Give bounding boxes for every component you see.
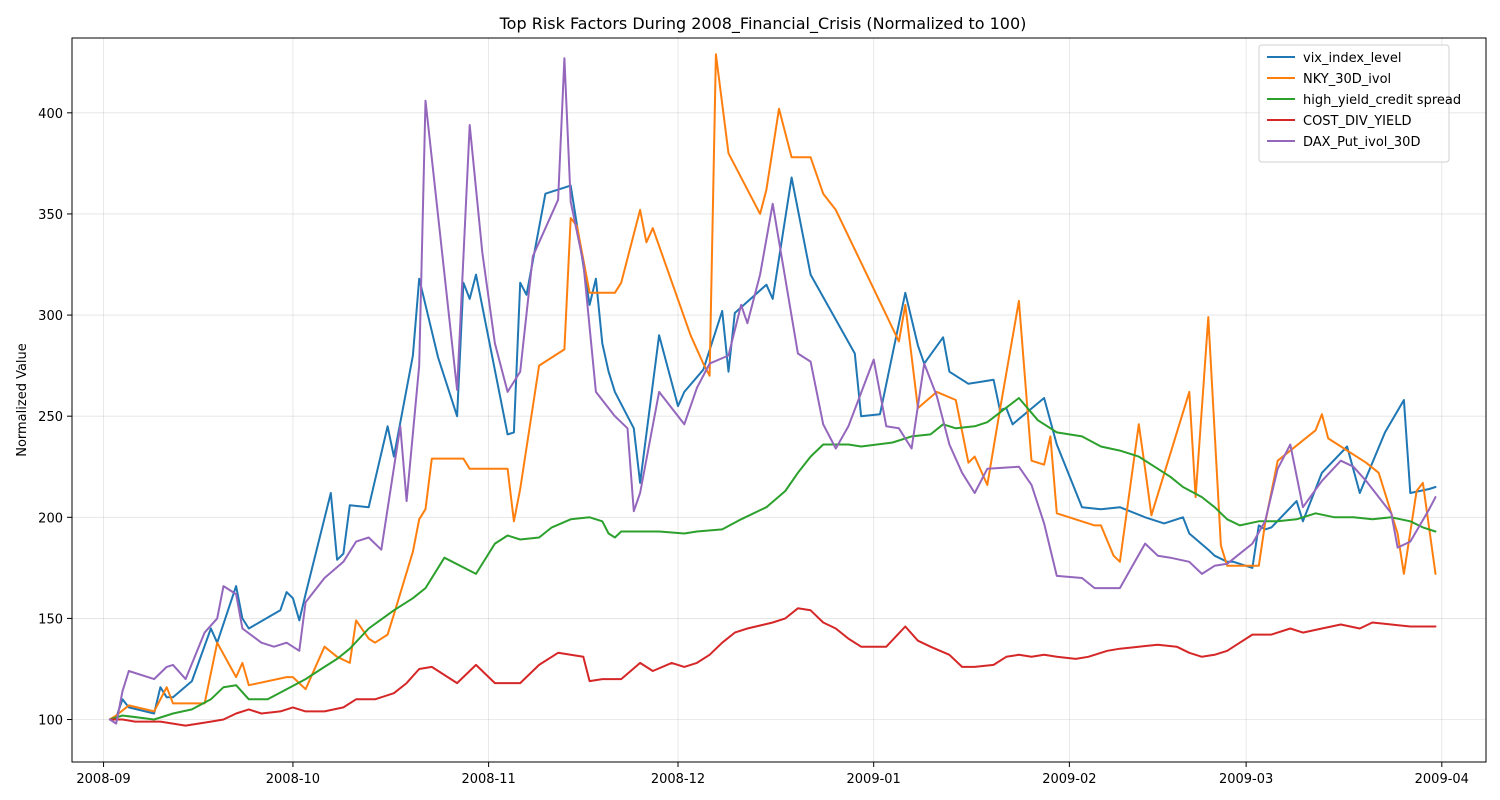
x-tick-label: 2009-01 — [847, 772, 901, 787]
x-tick-label: 2008-11 — [461, 772, 515, 787]
y-axis: 100 150 200 250 300 350 400 — [38, 107, 72, 729]
y-tick-label: 350 — [38, 208, 63, 223]
legend-label: COST_DIV_YIELD — [1303, 114, 1411, 129]
chart-title: Top Risk Factors During 2008_Financial_C… — [499, 14, 1027, 34]
x-tick-label: 2008-10 — [266, 772, 320, 787]
y-tick-label: 300 — [38, 309, 63, 324]
y-tick-label: 150 — [38, 612, 63, 627]
y-tick-label: 250 — [38, 410, 63, 425]
x-tick-label: 2009-03 — [1219, 772, 1273, 787]
legend-label: NKY_30D_ivol — [1303, 72, 1391, 87]
x-tick-label: 2009-02 — [1042, 772, 1096, 787]
x-tick-label: 2008-12 — [651, 772, 705, 787]
grid — [72, 38, 1486, 762]
series-line-nky-30d-ivol — [108, 53, 1437, 721]
x-axis: 2008-09 2008-10 2008-11 2008-12 2009-01 2009-… — [76, 762, 1469, 787]
y-tick-label: 400 — [38, 107, 63, 122]
legend-label: vix_index_level — [1303, 51, 1401, 66]
series-line-high-yield-credit-spread — [108, 397, 1437, 721]
legend-label: DAX_Put_ivol_30D — [1303, 135, 1420, 150]
legend: vix_index_level NKY_30D_ivol high_yield_cr… — [1258, 44, 1461, 163]
series-layer — [108, 53, 1437, 727]
series-line-dax-put-ivol-30d — [108, 57, 1437, 725]
x-tick-label: 2008-09 — [76, 772, 130, 787]
x-tick-label: 2009-04 — [1415, 772, 1469, 787]
y-tick-label: 100 — [38, 714, 63, 729]
plot-frame — [71, 37, 1487, 763]
series-line-cost-div-yield — [108, 607, 1437, 727]
legend-box — [1258, 44, 1450, 163]
series-line-vix-index-level — [108, 176, 1437, 721]
legend-label: high_yield_credit spread — [1303, 93, 1461, 108]
y-axis-label: Normalized Value — [15, 343, 30, 457]
y-tick-label: 200 — [38, 511, 63, 526]
